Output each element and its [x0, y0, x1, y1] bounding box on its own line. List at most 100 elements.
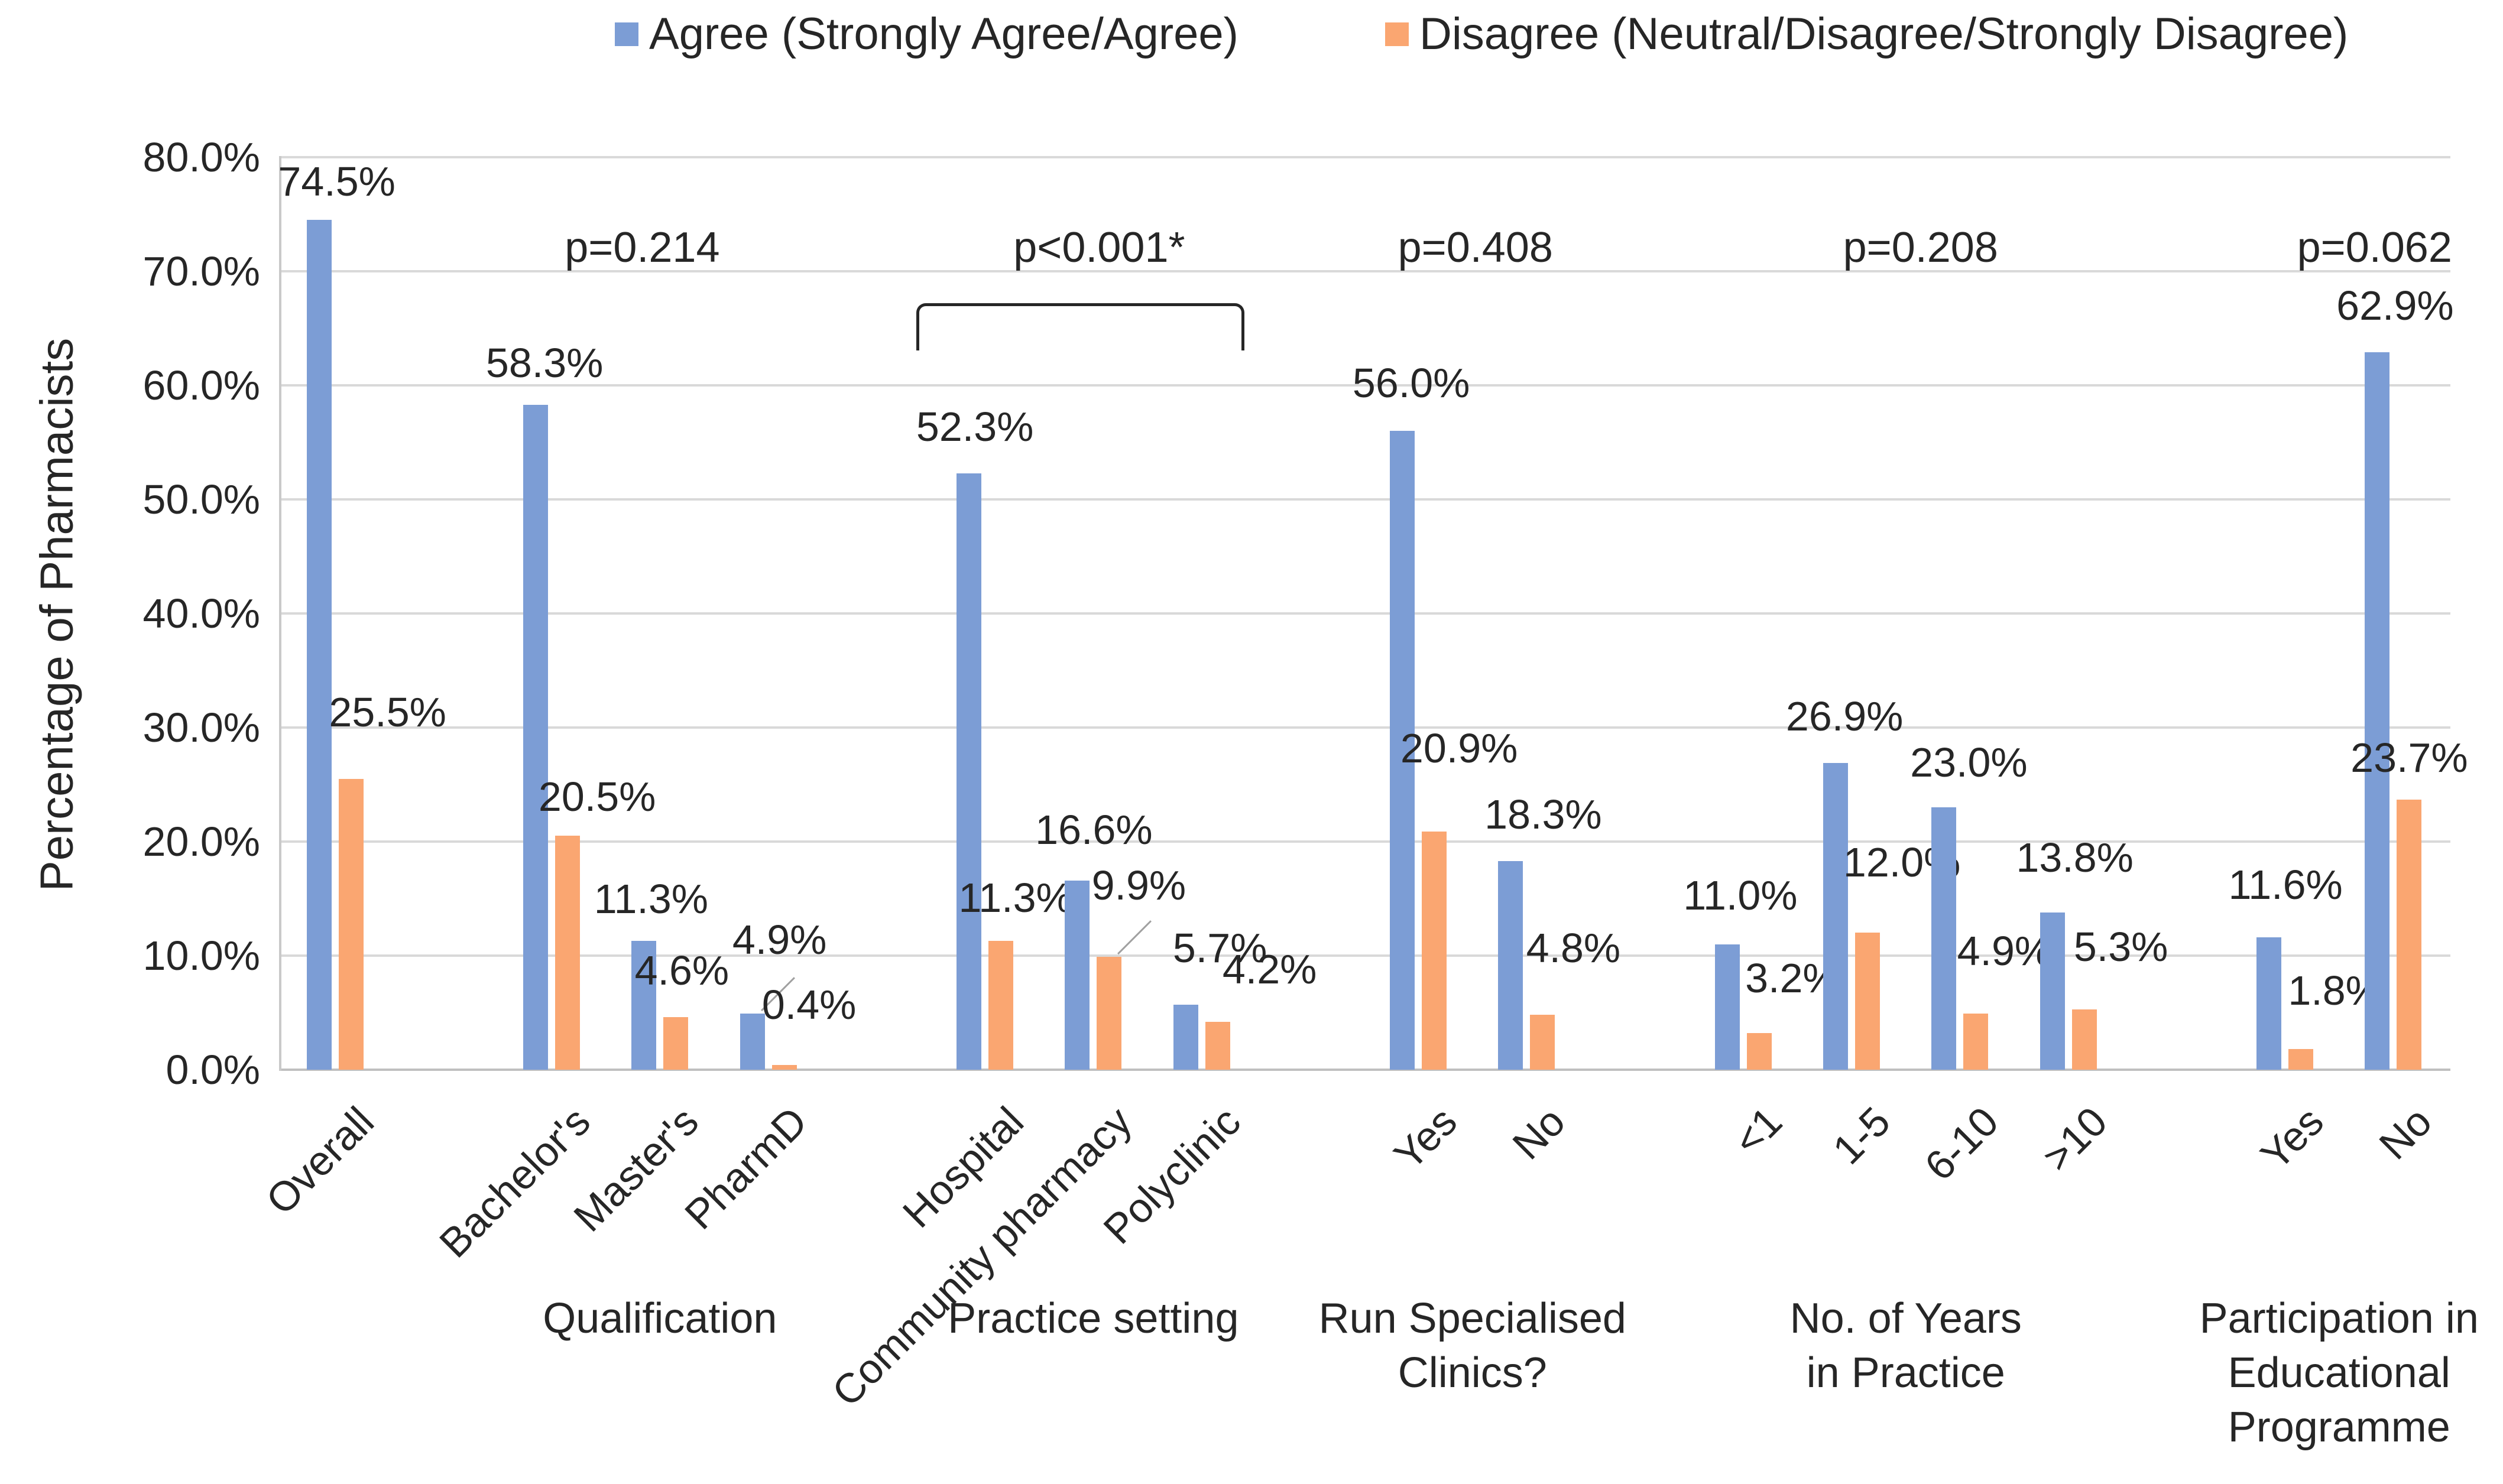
data-label-agree-hospital: 52.3%: [916, 404, 1034, 450]
bar-agree-no: [1498, 861, 1523, 1070]
data-label-disagree-no: 4.8%: [1526, 925, 1621, 971]
data-label-disagree-yes: 20.9%: [1400, 725, 1518, 771]
y-axis-tick-label: 60.0%: [142, 362, 260, 408]
group-label-line: No. of Years: [1789, 1295, 2022, 1342]
x-tick-bachelor-s: Bachelor's: [430, 1098, 599, 1267]
data-label-agree-pharmd: 4.9%: [732, 917, 827, 963]
data-label-disagree-overall: 25.5%: [329, 689, 446, 735]
bar-agree-yes: [2256, 937, 2282, 1070]
bar-agree-hospital: [957, 473, 982, 1070]
data-label-agree-no: 18.3%: [1484, 791, 1602, 837]
data-label-disagree-6-10: 4.9%: [1957, 928, 2052, 974]
legend-item-disagree: Disagree (Neutral/Disagree/Strongly Disa…: [1385, 6, 2348, 63]
x-tick-yes: Yes: [1385, 1098, 1466, 1178]
p-value-annotation: p=0.214: [565, 224, 720, 271]
bar-disagree-polyclinic: [1205, 1022, 1230, 1070]
x-tick-10: >10: [2033, 1098, 2116, 1181]
group-label-line: Participation in: [2199, 1295, 2479, 1342]
data-label-disagree-community-pharmacy: 9.9%: [1091, 862, 1186, 908]
gridline: [281, 498, 2450, 501]
legend-item-agree: Agree (Strongly Agree/Agree): [615, 6, 1238, 63]
data-label-disagree-master-s: 4.6%: [634, 947, 729, 993]
group-label-line: Run Specialised: [1318, 1295, 1626, 1342]
group-label: No. of Years in Practice: [1790, 1291, 2022, 1400]
gridline: [281, 954, 2450, 957]
group-label: Run Specialised Clinics?: [1319, 1291, 1626, 1400]
group-label-line: Programme: [2228, 1404, 2450, 1451]
data-label-agree-community-pharmacy: 16.6%: [1035, 807, 1153, 853]
y-axis-tick-label: 80.0%: [142, 134, 260, 180]
group-label-line: Educational: [2228, 1349, 2450, 1397]
bar-disagree-master-s: [663, 1017, 689, 1070]
p-value-annotation: p=0.062: [2297, 224, 2452, 271]
bar-disagree-6-10: [1963, 1014, 1989, 1070]
bar-agree-community-pharmacy: [1065, 881, 1090, 1070]
group-label: Participation in Educational Programme: [2200, 1291, 2479, 1454]
x-tick-overall: Overall: [257, 1098, 382, 1223]
x-tick-1-5: 1-5: [1824, 1098, 1899, 1173]
bar-agree-pharmd: [740, 1014, 765, 1070]
bar-agree-overall: [306, 220, 332, 1070]
legend-swatch-disagree-icon: [1385, 22, 1409, 46]
gridline: [281, 612, 2450, 615]
x-tick-yes: Yes: [2252, 1098, 2333, 1178]
y-axis-tick-label: 50.0%: [142, 476, 260, 522]
group-label: Practice setting: [948, 1291, 1238, 1346]
y-axis-tick-label: 10.0%: [142, 933, 260, 979]
data-label-disagree-no: 23.7%: [2350, 735, 2468, 781]
bar-disagree-10: [2071, 1009, 2097, 1070]
group-label-line: Qualification: [543, 1295, 777, 1342]
bar-agree-yes: [1390, 431, 1415, 1070]
bar-agree-10: [2040, 913, 2065, 1070]
bar-agree-bachelor-s: [523, 405, 549, 1070]
legend-label-disagree: Disagree (Neutral/Disagree/Strongly Disa…: [1419, 9, 2349, 59]
x-tick-pharmd: PharmD: [676, 1098, 816, 1238]
x-tick-no: No: [1504, 1098, 1574, 1168]
y-axis-tick-label: 20.0%: [142, 819, 260, 865]
y-axis-line: [279, 156, 281, 1071]
y-axis-tick-label: 70.0%: [142, 248, 260, 294]
data-label-agree-6-10: 23.0%: [1910, 739, 2028, 785]
gridline: [281, 156, 2450, 158]
group-label-line: Clinics?: [1398, 1349, 1547, 1397]
data-label-agree-polyclinic: 5.7%: [1172, 925, 1267, 971]
x-axis-line: [281, 1069, 2450, 1071]
legend: Agree (Strongly Agree/Agree) Disagree (N…: [615, 6, 2348, 63]
data-label-disagree-pharmd: 0.4%: [761, 982, 857, 1028]
bar-agree-no: [2365, 352, 2390, 1070]
bar-agree-1-5: [1823, 763, 1849, 1070]
bar-disagree-pharmd: [771, 1065, 797, 1070]
legend-swatch-agree-icon: [615, 22, 638, 46]
gridline: [281, 840, 2450, 843]
data-label-agree-yes: 56.0%: [1352, 360, 1470, 406]
data-label-disagree-hospital: 11.3%: [958, 875, 1073, 921]
bar-agree-polyclinic: [1173, 1005, 1198, 1070]
data-label-agree-10: 13.8%: [2016, 834, 2134, 881]
p-value-annotation: p=0.408: [1398, 224, 1553, 271]
group-label-line: Practice setting: [948, 1295, 1239, 1342]
x-tick-no: No: [2371, 1098, 2441, 1168]
y-axis-tick-label: 0.0%: [166, 1047, 260, 1093]
bar-agree-master-s: [631, 941, 657, 1070]
data-label-agree-overall: 74.5%: [278, 158, 395, 204]
p-value-annotation: p<0.001*: [1013, 224, 1185, 271]
bar-disagree-no: [1530, 1015, 1555, 1070]
y-axis-tick-label: 40.0%: [142, 590, 260, 637]
bar-disagree-1-5: [1855, 933, 1881, 1070]
bar-agree-1: [1714, 944, 1740, 1070]
bar-agree-6-10: [1931, 807, 1957, 1070]
data-label-agree-yes: 11.6%: [2228, 862, 2343, 908]
p-value-annotation: p=0.208: [1843, 224, 1998, 271]
x-tick-6-10: 6-10: [1916, 1098, 2008, 1190]
gridline: [281, 270, 2450, 272]
data-label-agree-no: 62.9%: [2336, 282, 2454, 329]
bar-disagree-no: [2397, 800, 2422, 1070]
bar-disagree-bachelor-s: [555, 836, 581, 1070]
y-axis-tick-label: 30.0%: [142, 704, 260, 751]
bar-disagree-hospital: [988, 941, 1014, 1070]
x-tick-1: <1: [1724, 1098, 1791, 1164]
data-label-agree-1-5: 26.9%: [1785, 693, 1904, 739]
gridline: [281, 726, 2450, 729]
bar-disagree-community-pharmacy: [1097, 957, 1122, 1070]
